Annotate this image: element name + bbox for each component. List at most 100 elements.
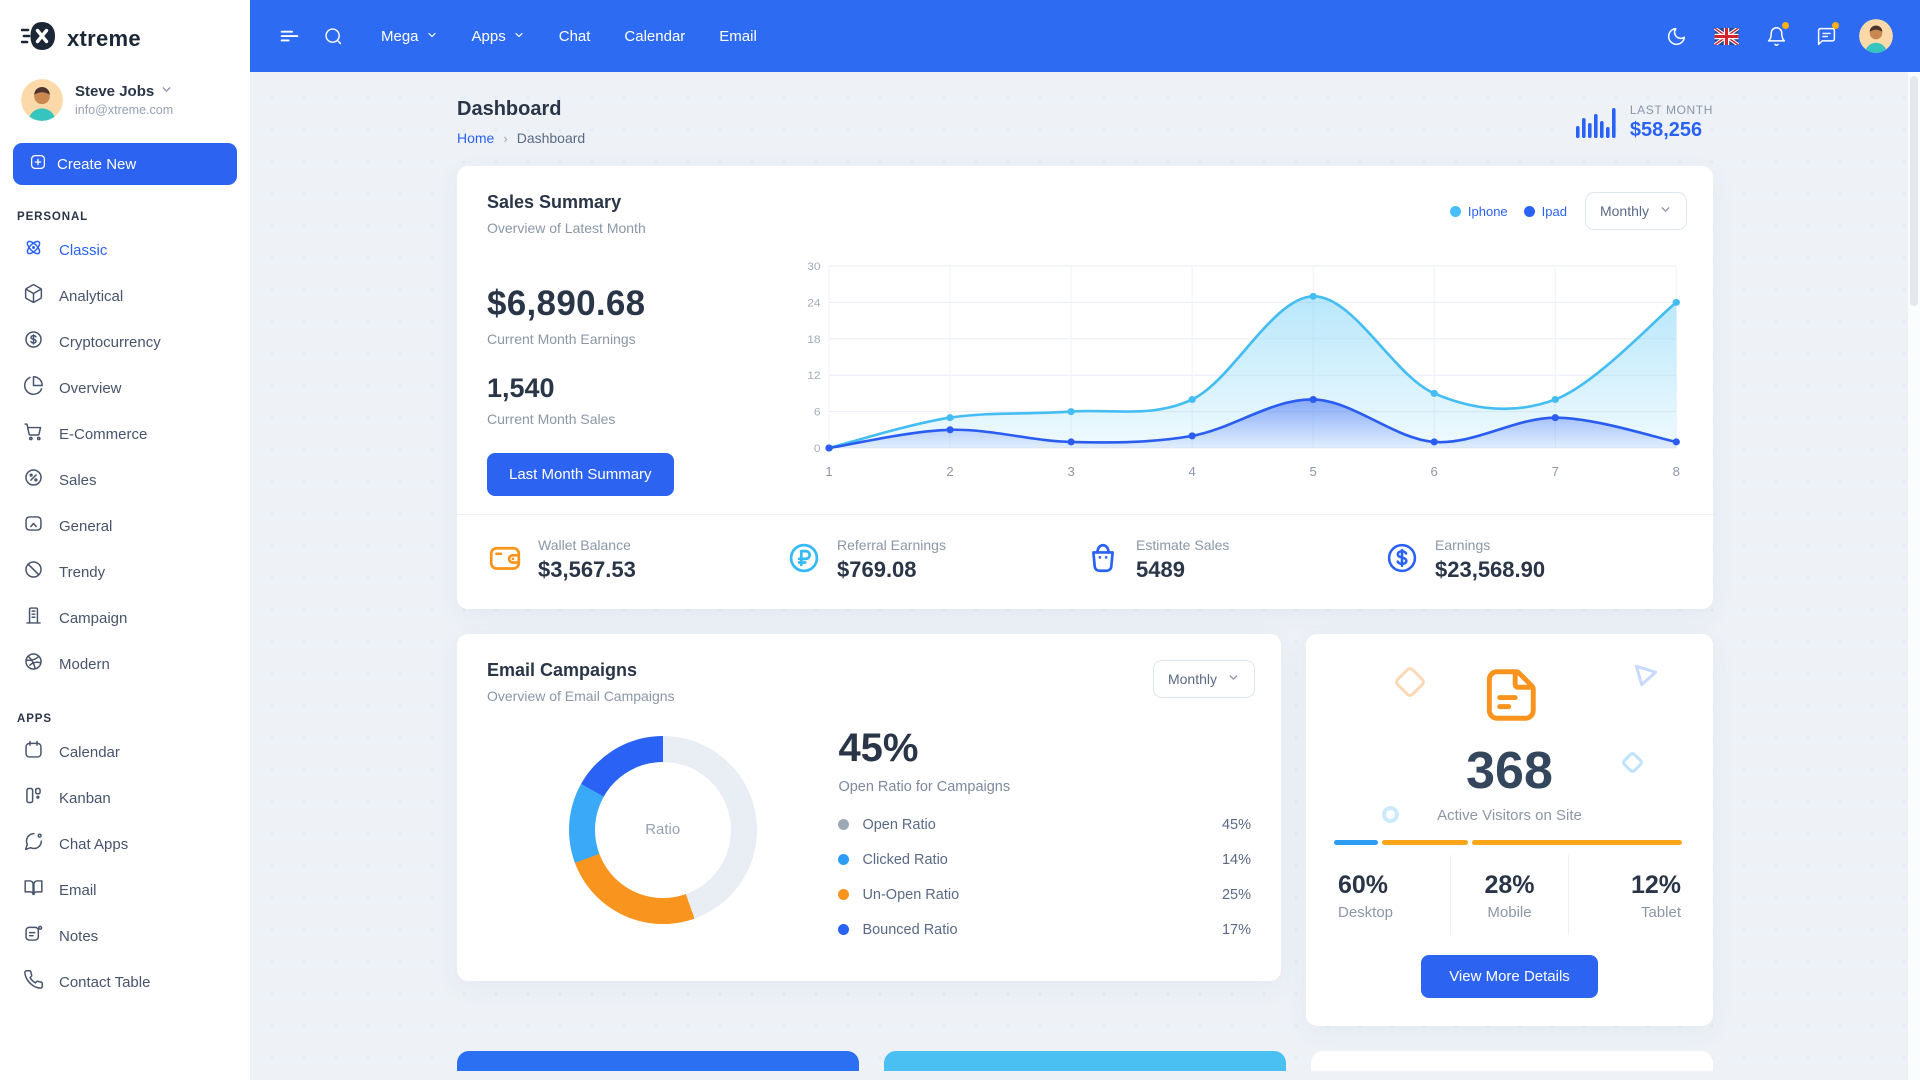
topbar-menu-chat[interactable]: Chat [542, 0, 608, 72]
create-new-button[interactable]: Create New [13, 143, 237, 185]
sidebar: xtreme Steve Jobs info@xtreme.com Create… [0, 0, 250, 1080]
bottom-cards-row [457, 1051, 1713, 1071]
campaign-legend-label: Un-Open Ratio [862, 886, 960, 903]
progress-segment [1381, 840, 1468, 845]
topbar-menu-calendar[interactable]: Calendar [607, 0, 702, 72]
sidebar-item-general[interactable]: General [13, 503, 237, 549]
bell-icon[interactable] [1756, 19, 1796, 53]
sidebar-item-classic[interactable]: Classic [13, 227, 237, 273]
chevron-down-icon[interactable] [160, 83, 173, 100]
sidebar-item-label: Trendy [59, 563, 106, 581]
shopping-bag-icon [1085, 540, 1121, 581]
kpi-label: Estimate Sales [1136, 537, 1230, 553]
sidebar-item-label: Modern [59, 655, 110, 673]
sales-summary-title: Sales Summary [487, 192, 622, 212]
sidebar-item-cryptocurrency[interactable]: Cryptocurrency [13, 319, 237, 365]
campaign-legend-label: Open Ratio [862, 816, 936, 833]
sidebar-item-label: Chat Apps [59, 835, 129, 853]
last-month-value: $58,256 [1629, 118, 1703, 141]
sidebar-item-label: Notes [59, 927, 99, 945]
legend-iphone[interactable]: Iphone [1449, 204, 1508, 219]
breadcrumb-home-link[interactable]: Home [457, 130, 495, 146]
campaign-legend-bounced-ratio[interactable]: Bounced Ratio 17% [838, 912, 1251, 947]
sidebar-item-overview[interactable]: Overview [13, 365, 237, 411]
message-icon[interactable] [1806, 19, 1846, 53]
brand-name: xtreme [67, 25, 141, 51]
svg-text:2: 2 [946, 464, 953, 479]
svg-text:8: 8 [1673, 464, 1680, 479]
svg-text:1: 1 [825, 464, 832, 479]
sidebar-item-calendar[interactable]: Calendar [13, 729, 237, 775]
topbar-menu-label: Chat [558, 27, 591, 45]
scrollbar[interactable] [1908, 72, 1920, 1080]
topbar-menu-mega[interactable]: Mega [364, 0, 455, 72]
legend-ipad[interactable]: Ipad [1523, 204, 1567, 219]
brand-logo[interactable]: xtreme [13, 0, 237, 63]
topbar-menu: Mega Apps Chat Calendar Email [364, 0, 774, 72]
svg-text:6: 6 [1431, 464, 1438, 479]
page-content: Dashboard Home › Dashboard LAST MONTH $5… [250, 72, 1920, 1080]
main-area: Mega Apps Chat Calendar Email Dashboard Home… [250, 0, 1920, 1080]
active-visitors-card: 368 Active Visitors on Site 60% Desktop 28… [1306, 634, 1713, 1026]
sidebar-item-analytical[interactable]: Analytical [13, 273, 237, 319]
campaign-legend-un-open-ratio[interactable]: Un-Open Ratio 25% [838, 877, 1251, 912]
sidebar-item-chat-apps[interactable]: Chat Apps [13, 821, 237, 867]
sidebar-item-modern[interactable]: Modern [13, 641, 237, 687]
breadcrumb-separator: › [503, 130, 508, 146]
notification-badge [1782, 22, 1789, 29]
sidebar-item-label: Email [59, 881, 97, 899]
moon-icon[interactable] [1656, 19, 1696, 53]
search-icon[interactable] [316, 19, 350, 53]
campaign-donut-chart: Ratio [568, 735, 757, 924]
sidebar-item-campaign[interactable]: Campaign [13, 595, 237, 641]
campaign-legend-value: 45% [1221, 816, 1251, 833]
visitor-stat-value: 28% [1484, 871, 1535, 899]
avatar-icon[interactable] [1856, 19, 1896, 53]
sidebar-item-email[interactable]: Email [13, 867, 237, 913]
scrollbar-thumb[interactable] [1910, 76, 1918, 306]
topbar: Mega Apps Chat Calendar Email [250, 0, 1920, 72]
page-header: Dashboard Home › Dashboard LAST MONTH $5… [457, 98, 1713, 146]
dollar-circle-icon [23, 329, 44, 355]
sidebar-item-label: Kanban [59, 789, 111, 807]
slash-circle-icon [23, 559, 44, 585]
sales-area-chart: 0 6 12 18 24 30 1 2 3 4 5 6 7 8 [787, 242, 1691, 496]
sidebar-item-label: Classic [59, 241, 108, 259]
bottom-card-3[interactable] [1311, 1051, 1713, 1071]
bottom-card-1[interactable] [457, 1051, 859, 1071]
bottom-card-2[interactable] [884, 1051, 1286, 1071]
svg-text:3: 3 [1067, 464, 1074, 479]
campaign-legend-open-ratio[interactable]: Open Ratio 45% [838, 807, 1251, 842]
email-period-select[interactable]: Monthly [1152, 660, 1255, 698]
sales-period-select[interactable]: Monthly [1584, 192, 1687, 230]
email-campaigns-card: Email Campaigns Overview of Email Campai… [457, 634, 1281, 981]
sidebar-item-trendy[interactable]: Trendy [13, 549, 237, 595]
open-ratio-highlight-label: Open Ratio for Campaigns [838, 779, 1011, 795]
sales-chart-legend: Iphone Ipad [1449, 204, 1567, 219]
plus-square-icon [29, 153, 47, 175]
topbar-menu-apps[interactable]: Apps [455, 0, 542, 72]
svg-text:24: 24 [807, 297, 821, 310]
kanban-icon [23, 785, 44, 811]
sidebar-item-notes[interactable]: Notes [13, 913, 237, 959]
decor-square [1393, 665, 1427, 699]
view-more-details-button[interactable]: View More Details [1421, 955, 1598, 998]
campaign-legend-clicked-ratio[interactable]: Clicked Ratio 14% [838, 842, 1251, 877]
svg-text:18: 18 [807, 333, 821, 346]
sidebar-section-title-apps: APPS [17, 713, 52, 725]
visitor-stat-desktop: 60% Desktop [1334, 855, 1450, 935]
legend-dot-icon [1449, 205, 1461, 217]
campaign-legend-value: 25% [1221, 886, 1251, 903]
progress-segment [1471, 840, 1683, 845]
uk-flag-icon[interactable] [1706, 19, 1746, 53]
topbar-menu-email[interactable]: Email [702, 0, 774, 72]
sidebar-item-sales[interactable]: Sales [13, 457, 237, 503]
image-icon [23, 513, 44, 539]
last-month-summary-button[interactable]: Last Month Summary [487, 453, 674, 496]
sidebar-item-kanban[interactable]: Kanban [13, 775, 237, 821]
sidebar-item-e-commerce[interactable]: E-Commerce [13, 411, 237, 457]
kpi-label: Referral Earnings [837, 537, 946, 553]
user-menu[interactable]: Steve Jobs info@xtreme.com [13, 63, 237, 125]
sidebar-item-contact-table[interactable]: Contact Table [13, 959, 237, 1005]
hamburger-icon[interactable] [272, 19, 306, 53]
